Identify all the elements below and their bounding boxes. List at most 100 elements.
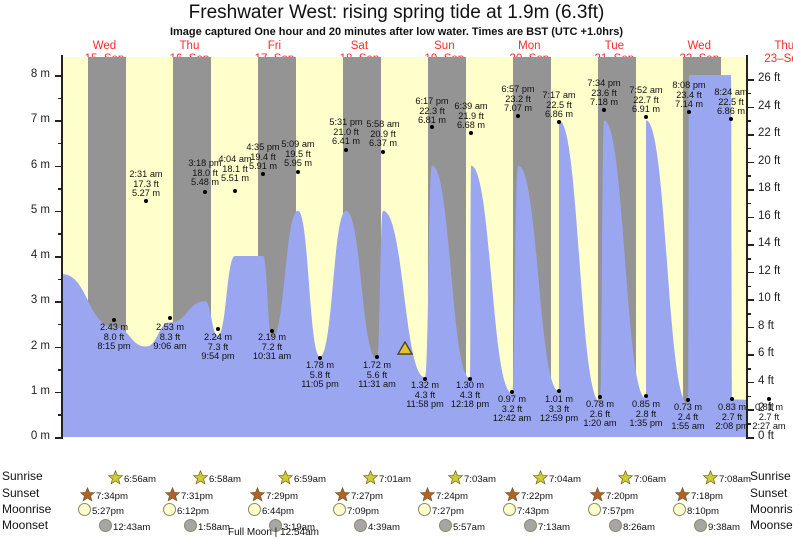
- tide-extreme-dot: [598, 395, 602, 399]
- moonset-time: 4:39am: [368, 521, 400, 533]
- tide-label-line-2: 19.4 ft: [250, 151, 276, 162]
- right-minor-tick: [747, 313, 751, 315]
- tide-label-line-2: 23.4 ft: [676, 89, 702, 100]
- right-tick-label: 18 ft: [758, 182, 781, 195]
- star-icon: [277, 469, 294, 488]
- moon-circle-icon: [163, 503, 176, 519]
- left-tick: [55, 75, 62, 77]
- tide-label-line-1: 0.78 m: [585, 399, 615, 409]
- star-icon: [702, 469, 719, 488]
- tide-label-line-3: 5.91 m: [248, 161, 278, 172]
- tide-label-line-3: 1:55 am: [671, 421, 705, 432]
- tide-label-line-2: 22.5 ft: [718, 96, 744, 107]
- sunset-time: 7:22pm: [521, 490, 553, 502]
- star-icon: [192, 469, 209, 488]
- moonrise-event: 6:12pm: [163, 503, 209, 519]
- tide-label-line-3: 8:15 pm: [97, 341, 131, 352]
- tide-extreme-dot: [557, 120, 561, 124]
- tide-label-line-3: 5.48 m: [190, 177, 220, 188]
- tide-label-line-2: 2.6 ft: [589, 408, 611, 419]
- moonset-time: 1:58am: [198, 521, 230, 533]
- tide-label-line-2: 22.3 ft: [419, 105, 445, 116]
- sunrise-event: 7:08am: [702, 469, 751, 488]
- right-tick-label: 12 ft: [758, 264, 781, 277]
- tide-label-line-1: 2.43 m: [99, 322, 129, 332]
- tide-extreme-label: 1.72 m 5.6 ft 11:31 am: [341, 360, 413, 390]
- right-minor-tick: [747, 340, 751, 343]
- tide-label-line-2: 7.3 ft: [207, 341, 229, 352]
- tide-label-line-2: 17.3 ft: [133, 178, 159, 189]
- sunrise-time: 7:08am: [719, 473, 751, 485]
- moonset-event: 7:13am: [524, 519, 570, 535]
- tide-extreme-label: 2.19 m 7.2 ft 10:31 am: [236, 332, 308, 362]
- right-minor-tick: [747, 395, 751, 398]
- moon-circle-icon: [354, 519, 367, 535]
- tide-label-line-3: 6.81 m: [417, 115, 447, 126]
- tide-label-line-3: 6.68 m: [456, 120, 486, 131]
- moonrise-time: 6:12pm: [177, 505, 209, 517]
- tide-label-line-3: 11:05 pm: [301, 379, 339, 390]
- sunset-time: 7:29pm: [266, 490, 298, 502]
- moon-circle-icon: [248, 503, 261, 519]
- right-tick-label: 8 ft: [758, 319, 774, 332]
- sunrise-event: 7:03am: [447, 469, 496, 488]
- moonrise-event: 7:09pm: [333, 503, 379, 519]
- tide-label-line-3: 6.86 m: [544, 109, 574, 120]
- moonset-time: 8:26am: [623, 521, 655, 533]
- tide-label-line-2: 4.3 ft: [414, 389, 436, 400]
- moonset-time: 7:13am: [538, 521, 570, 533]
- tide-extreme-dot: [510, 390, 514, 394]
- left-minor-tick: [58, 142, 62, 145]
- left-minor-tick: [58, 233, 62, 235]
- right-tick-label: 24 ft: [758, 99, 781, 112]
- sunrise-event: 7:04am: [532, 469, 581, 488]
- right-tick-label: 6 ft: [758, 347, 774, 360]
- left-minor-tick: [58, 323, 62, 326]
- tide-extreme-label: 7:52 am 22.7 ft 6.91 m: [610, 85, 682, 115]
- tide-label-line-3: 5.51 m: [220, 173, 250, 184]
- tide-label-line-3: 9:06 am: [153, 341, 187, 352]
- moonrise-event: 6:44pm: [248, 503, 294, 519]
- tide-extreme-label: 8:24 am 22.5 ft 6.86 m: [695, 87, 767, 117]
- tide-extreme-dot: [767, 397, 771, 401]
- sunrise-time: 6:56am: [124, 473, 156, 485]
- tide-extreme-dot: [557, 389, 561, 393]
- tide-extreme-dot: [644, 394, 648, 398]
- tide-label-line-1: 2.19 m: [257, 332, 287, 342]
- tide-label-line-2: 21.9 ft: [458, 110, 484, 121]
- tide-extreme-label: 0.73 m 2.4 ft 1:55 am: [652, 402, 724, 432]
- tide-label-line-3: 11:58 pm: [406, 399, 444, 410]
- star-icon: [532, 469, 549, 488]
- tide-label-line-1: 6:39 am: [454, 101, 488, 111]
- star-icon: [164, 486, 181, 505]
- tide-label-line-1: 7:17 am: [542, 90, 576, 100]
- tide-extreme-dot: [729, 117, 733, 121]
- tide-label-line-2: 22.7 ft: [633, 94, 659, 105]
- tide-extreme-label: 5:58 am 20.9 ft 6.37 m: [347, 119, 419, 149]
- sunrise-time: 7:01am: [379, 473, 411, 485]
- moon-circle-icon: [503, 503, 516, 519]
- day-name: Thu: [179, 40, 200, 52]
- sunset-time: 7:34pm: [96, 490, 128, 502]
- sunrise-event: 6:58am: [192, 469, 241, 488]
- tide-label-line-1: 1.32 m: [410, 380, 440, 390]
- tide-label-line-1: 2.53 m: [155, 322, 185, 332]
- tide-label-line-2: 2.8 ft: [635, 408, 657, 419]
- star-icon: [674, 486, 691, 505]
- tide-extreme-label: 4:35 pm 19.4 ft 5.91 m: [227, 142, 299, 172]
- tide-label-line-2: 20.9 ft: [370, 128, 396, 139]
- right-tick-label: 22 ft: [758, 127, 781, 140]
- tide-extreme-label: 1.01 m 3.3 ft 12:59 pm: [523, 394, 595, 424]
- right-tick: [747, 216, 754, 219]
- tide-extreme-label: 1.78 m 5.8 ft 11:05 pm: [284, 360, 356, 390]
- day-name: Sun: [434, 40, 455, 52]
- moon-circle-icon: [694, 519, 707, 535]
- star-icon: [107, 469, 124, 488]
- tide-label-line-3: 5.95 m: [283, 158, 313, 169]
- tide-label-line-1: 6:17 pm: [415, 96, 449, 106]
- left-tick: [55, 391, 62, 394]
- tide-extreme-label: 7:17 am 22.5 ft 6.86 m: [523, 90, 595, 120]
- sunrise-time: 7:06am: [634, 473, 666, 485]
- tide-label-line-1: 0.97 m: [497, 394, 527, 404]
